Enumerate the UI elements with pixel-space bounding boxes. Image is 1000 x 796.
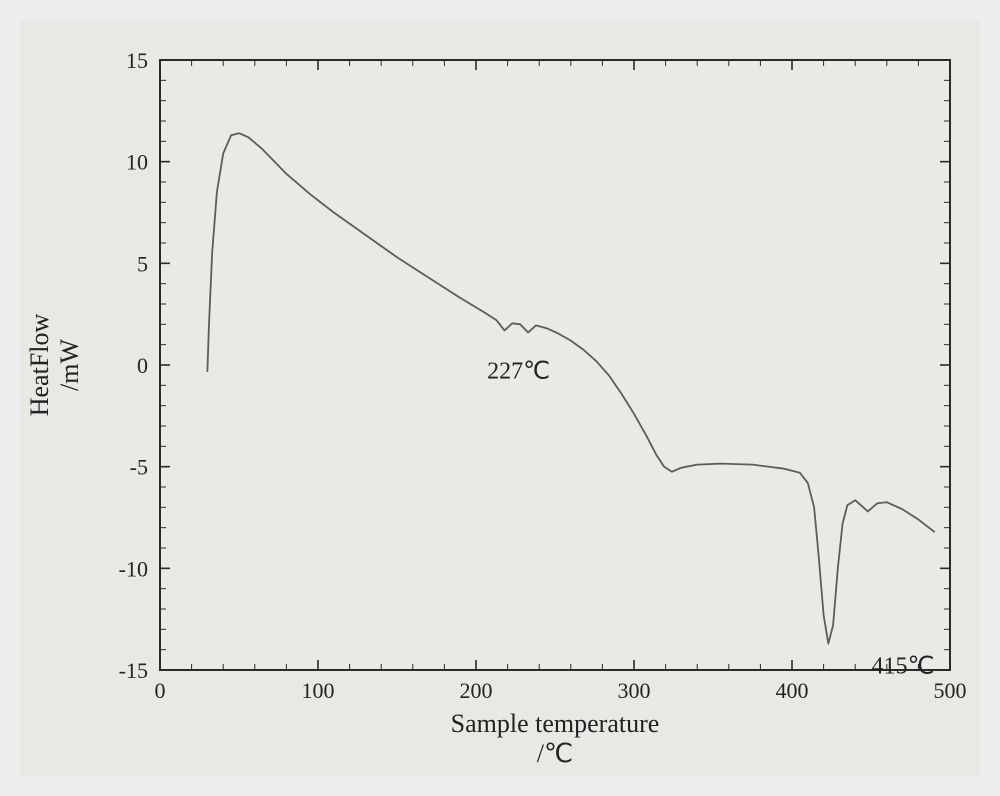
x-tick-label: 300 [618,678,651,703]
y-tick-label: 15 [126,48,148,73]
y-tick-label: -15 [119,658,148,683]
x-axis-label-unit: /℃ [537,739,573,768]
y-tick-label: 5 [137,251,148,276]
dsc-chart: 0100200300400500Sample temperature/℃-15-… [20,20,980,776]
x-tick-label: 500 [934,678,967,703]
x-tick-label: 100 [302,678,335,703]
y-tick-label: -5 [130,455,148,480]
y-tick-label: -10 [119,556,148,581]
x-tick-label: 400 [776,678,809,703]
x-tick-label: 0 [155,678,166,703]
annotation: 415℃ [872,654,935,680]
y-tick-label: 0 [137,353,148,378]
x-axis-label: Sample temperature [451,709,660,738]
y-tick-label: 10 [126,150,148,175]
annotation: 227℃ [487,359,550,385]
page-background: 0100200300400500Sample temperature/℃-15-… [0,0,1000,796]
x-tick-label: 200 [460,678,493,703]
chart-panel: 0100200300400500Sample temperature/℃-15-… [20,20,980,776]
y-axis-label-unit: /mW [55,339,84,391]
y-axis-label: HeatFlow [25,314,54,417]
